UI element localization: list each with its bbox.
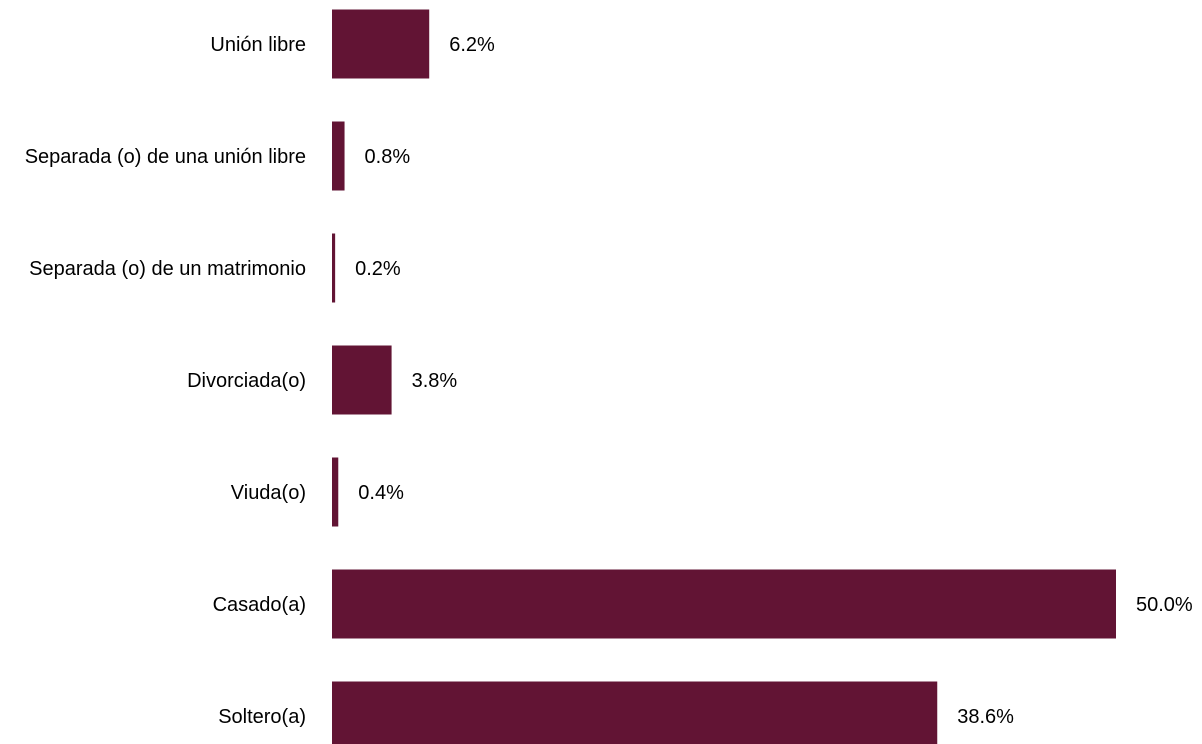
category-label-separada-o-de-una-union-libre: Separada (o) de una unión libre	[25, 146, 306, 168]
value-label-separada-o-de-un-matrimonio: 0.2%	[355, 258, 401, 280]
value-labels-group: 6.2% 0.8% 0.2% 3.8% 0.4% 50.0% 38.6%	[355, 34, 1193, 728]
bars-group	[332, 9, 1116, 744]
category-label-viuda-o: Viuda(o)	[231, 482, 306, 504]
bar-soltero-a	[332, 681, 938, 744]
category-labels-group: Unión libre Separada (o) de una unión lib…	[25, 34, 306, 728]
category-label-divorciada-o: Divorciada(o)	[187, 370, 306, 392]
value-label-divorciada-o: 3.8%	[412, 370, 458, 392]
bar-divorciada-o	[332, 345, 392, 415]
value-label-union-libre: 6.2%	[449, 34, 495, 56]
bar-separada-o-de-una-union-libre	[332, 121, 345, 191]
bar-viuda-o	[332, 457, 339, 527]
bar-union-libre	[332, 9, 430, 79]
category-label-soltero-a: Soltero(a)	[218, 706, 306, 728]
category-label-casado-a: Casado(a)	[213, 594, 306, 616]
bar-casado-a	[332, 569, 1116, 639]
category-label-separada-o-de-un-matrimonio: Separada (o) de un matrimonio	[29, 258, 306, 280]
bar-separada-o-de-un-matrimonio	[332, 233, 336, 303]
value-label-casado-a: 50.0%	[1136, 594, 1193, 616]
value-label-separada-o-de-una-union-libre: 0.8%	[365, 146, 411, 168]
value-label-soltero-a: 38.6%	[957, 706, 1014, 728]
category-label-union-libre: Unión libre	[210, 34, 306, 56]
value-label-viuda-o: 0.4%	[358, 482, 404, 504]
